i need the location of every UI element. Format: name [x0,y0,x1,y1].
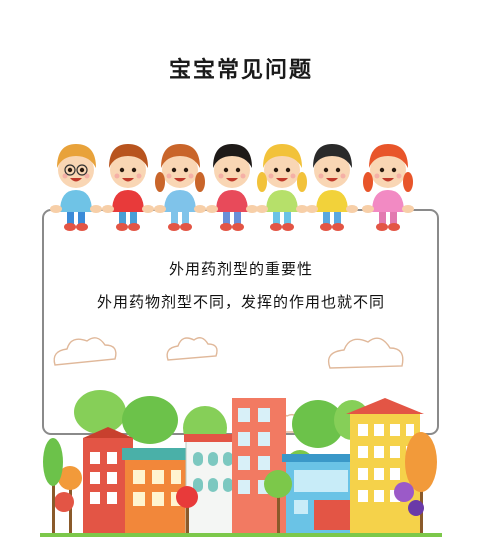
building-coral-tall [232,398,286,535]
kid-number-one-shirt [306,144,358,231]
card-heading: 外用药剂型的重要性 [168,260,313,278]
kid-red-shirt [102,144,154,231]
kid-girl-pigtails [362,144,414,231]
kid-striped-shirt [206,144,258,231]
kid-girl-blue-dress [154,144,206,231]
kid-girl-braids [256,144,308,231]
building-blue [282,454,360,535]
page-title: 宝宝常见问题 [168,57,313,83]
card-subtitle: 外用药物剂型不同，发挥的作用也就不同 [96,293,385,311]
kid-glasses [50,144,102,231]
building-white-arches [184,434,238,536]
foreground-trees [43,432,437,535]
ground [40,533,442,537]
